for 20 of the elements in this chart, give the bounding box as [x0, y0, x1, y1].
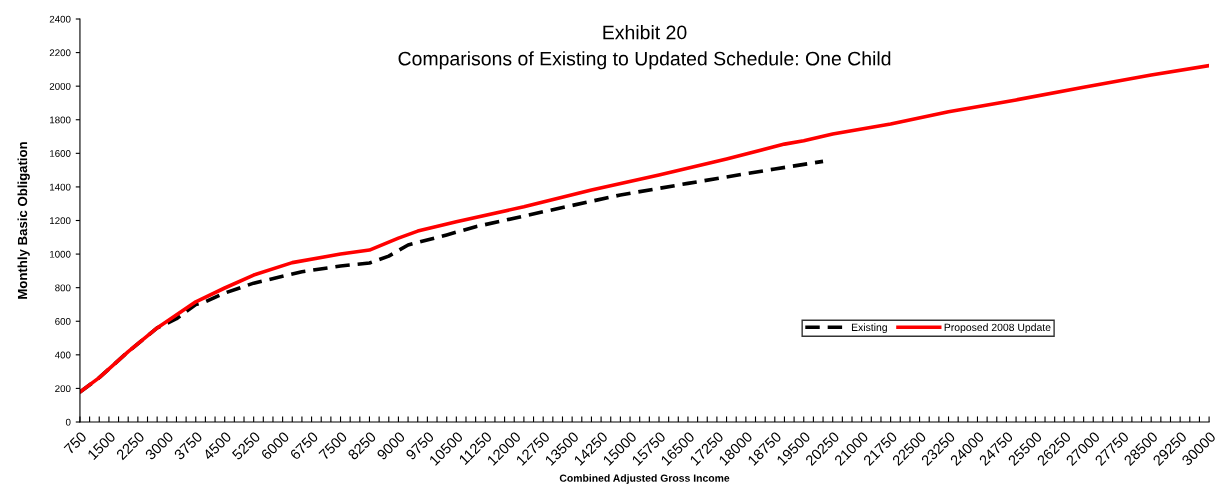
y-tick-label: 2200 — [49, 49, 71, 57]
y-tick-label: 1800 — [50, 116, 71, 124]
y-tick-label: 800 — [55, 284, 71, 292]
y-tick-label: 1000 — [50, 250, 71, 258]
y-tick-label: 1200 — [50, 217, 71, 225]
y-tick-label: 200 — [55, 385, 71, 393]
y-tick-label: 1600 — [50, 150, 71, 157]
chart-title: Exhibit 20 — [603, 25, 687, 40]
legend-label: Existing — [851, 323, 887, 334]
y-tick-label: 2400 — [49, 15, 71, 23]
y-tick-label: 1400 — [50, 183, 71, 191]
x-tick-label: 750 — [63, 431, 88, 455]
y-tick-label: 0 — [65, 418, 71, 426]
legend-label: Proposed 2008 Update — [944, 323, 1051, 334]
y-tick-label: 400 — [54, 351, 71, 359]
y-axis-title: Monthly Basic Obligation — [17, 142, 30, 299]
x-axis-title: Combined Adjusted Gross Income — [559, 474, 730, 484]
y-tick-label: 2000 — [49, 82, 71, 90]
y-tick-label: 600 — [55, 317, 71, 325]
text: Comparisons of Existing to Updated Schedule: One Child — [398, 51, 891, 70]
